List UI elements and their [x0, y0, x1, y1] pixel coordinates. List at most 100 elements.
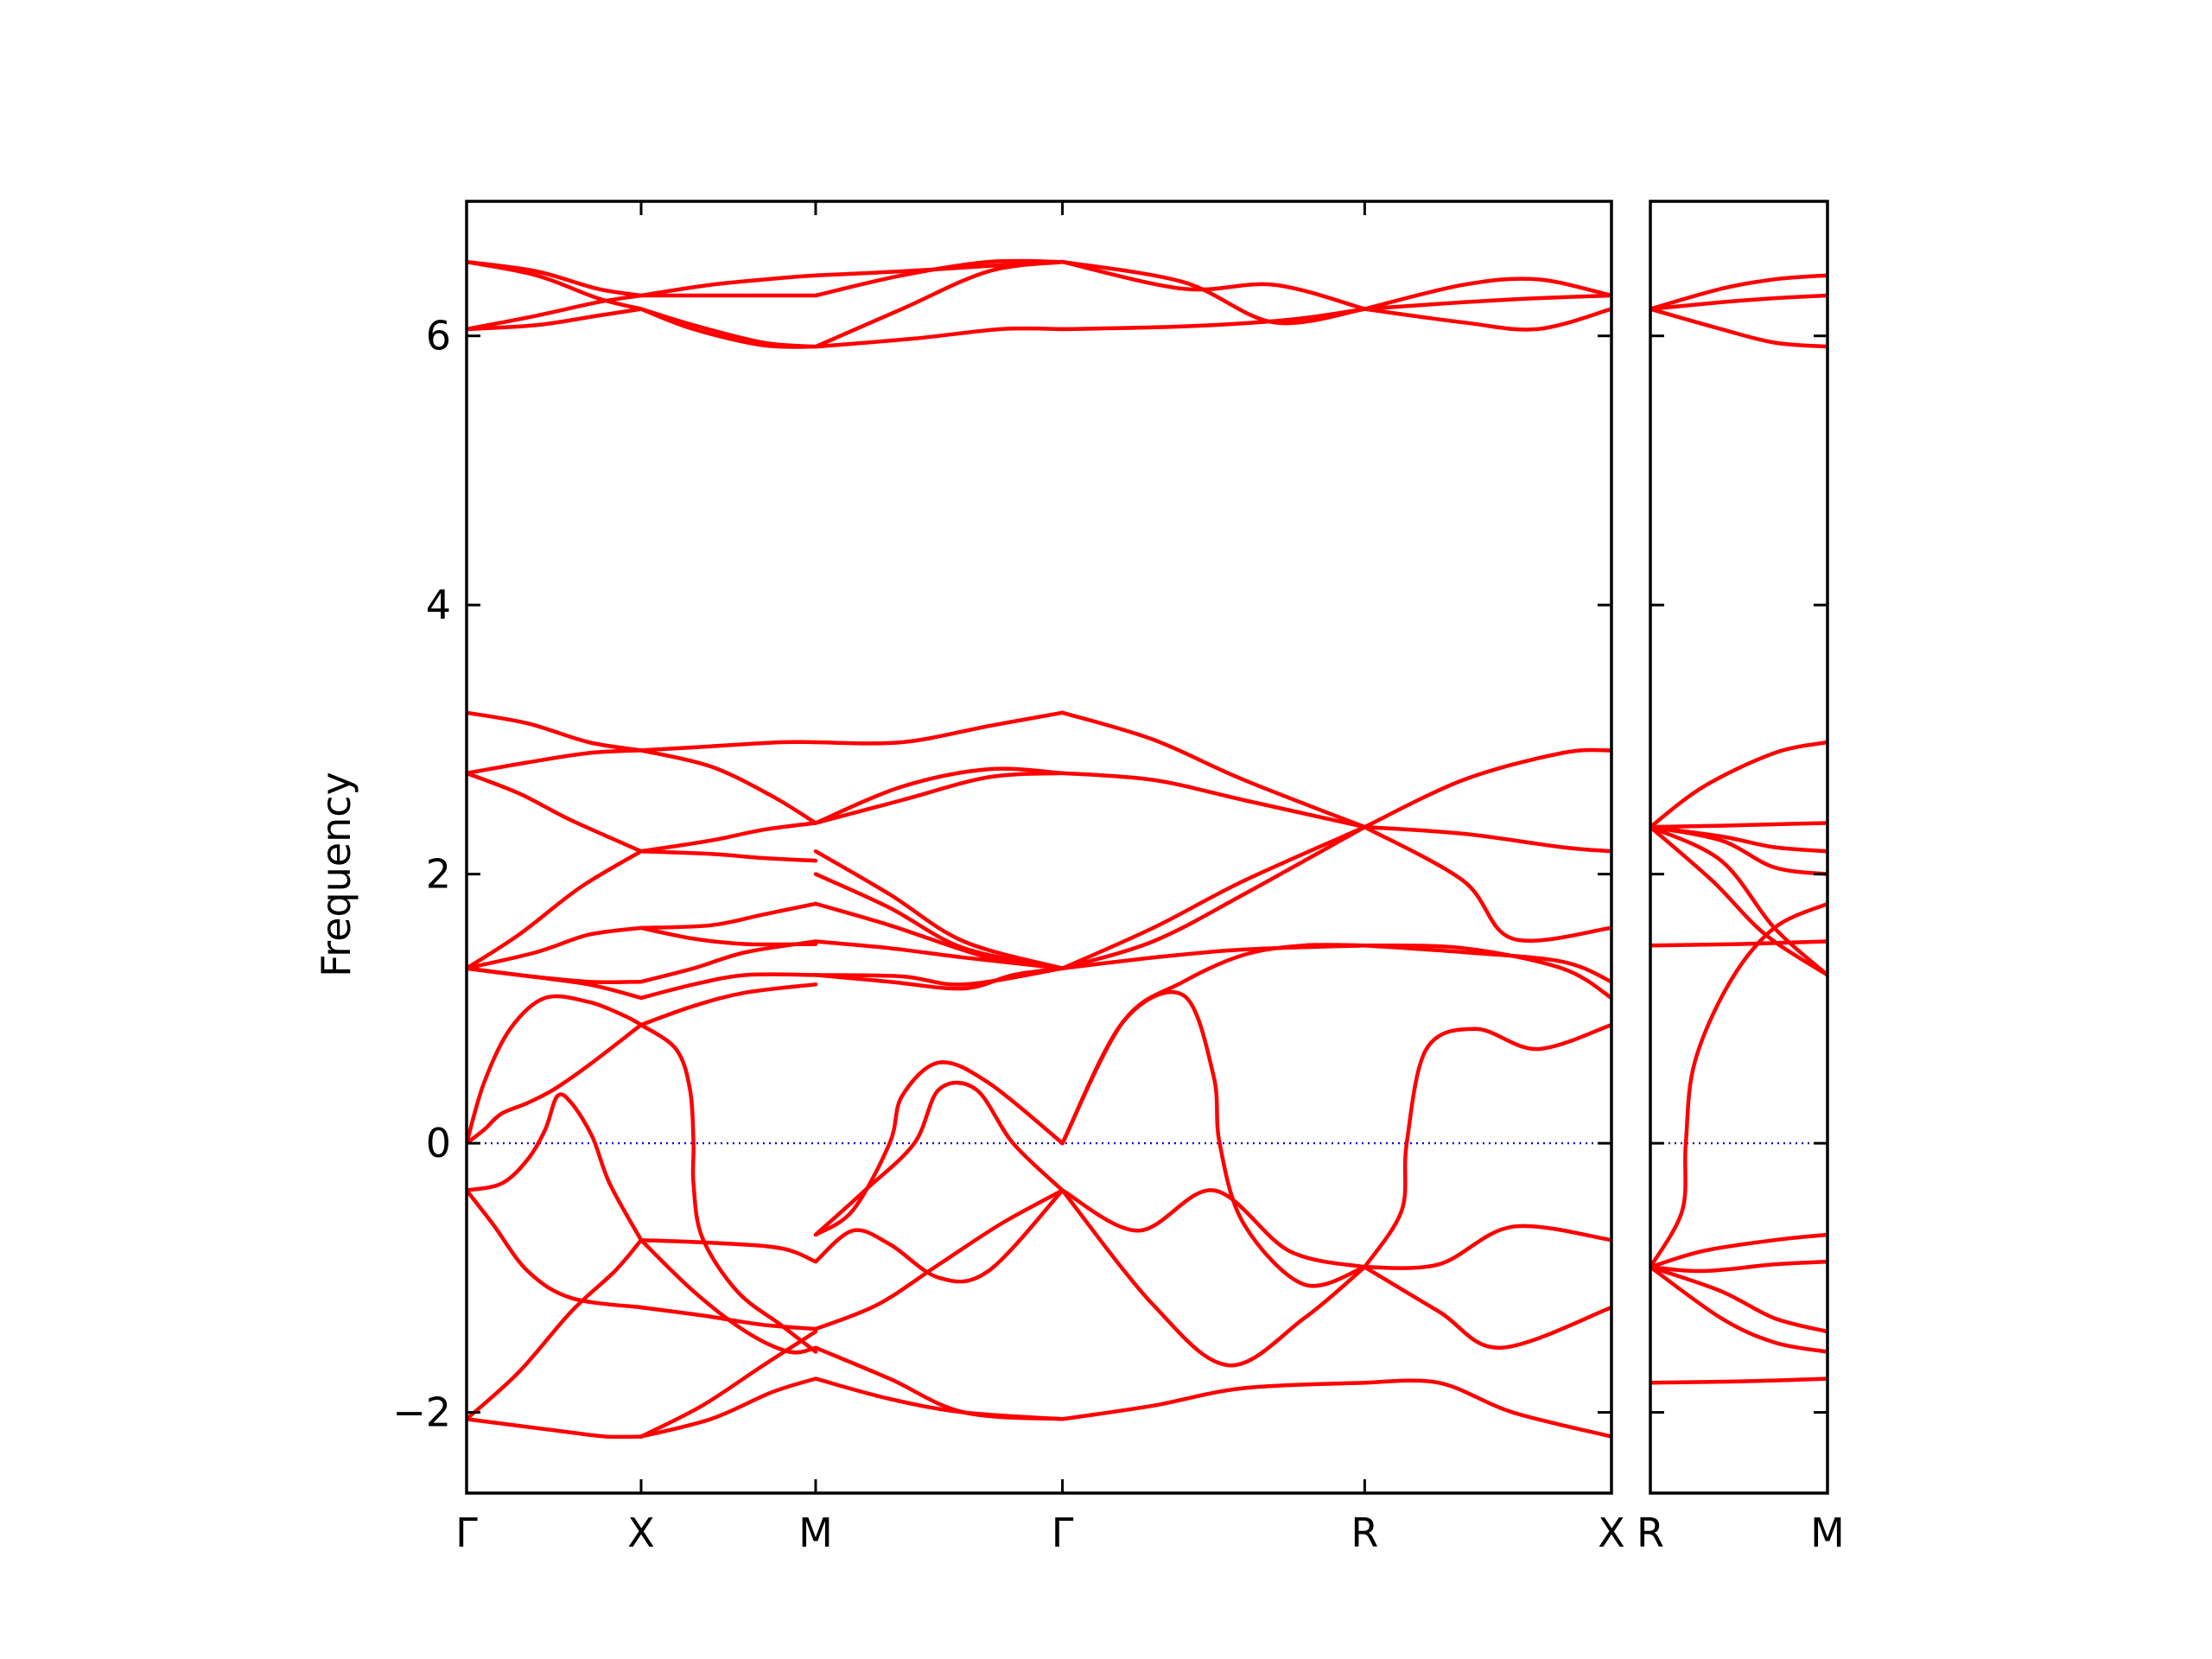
x-tick-label: X: [1598, 1510, 1625, 1556]
band-M-Γ-0: [813, 1376, 1065, 1421]
band-R-M-11: [1650, 821, 1827, 830]
band-X-M-6: [639, 982, 818, 1027]
x-tick-label: X: [627, 1510, 655, 1556]
band-Γ-X-10: [467, 771, 644, 854]
band-M-Γ-13: [813, 766, 1065, 825]
band-R-M-14: [1650, 293, 1827, 311]
band-R-X-2: [1363, 1224, 1611, 1270]
band-R-X-9: [1363, 307, 1611, 332]
x-tick-label: M: [1810, 1510, 1845, 1556]
y-tick-label: −2: [392, 1389, 451, 1436]
band-M-Γ-15: [813, 326, 1065, 349]
band-R-X-1: [1363, 1265, 1611, 1351]
bands-group: [467, 258, 1611, 1440]
band-M-Γ-4: [813, 1060, 1065, 1237]
y-tick-label: 2: [426, 851, 451, 898]
band-X-M-13: [639, 748, 818, 825]
band-R-X-0: [1363, 1378, 1611, 1439]
band-Γ-R-9: [1060, 710, 1367, 830]
band-Γ-X-16: [467, 259, 644, 311]
band-X-M-7: [639, 972, 818, 1001]
band-Γ-X-12: [467, 710, 644, 753]
y-tick-label: 4: [426, 582, 451, 628]
x-tick-label: R: [1637, 1510, 1664, 1556]
band-Γ-R-2: [1060, 1188, 1367, 1269]
band-R-M-12: [1650, 740, 1827, 830]
band-Γ-R-11: [1060, 259, 1367, 326]
band-X-M-3: [639, 1237, 818, 1264]
band-Γ-R-5: [1060, 943, 1367, 970]
band-R-X-6: [1363, 824, 1611, 854]
x-tick-label: M: [798, 1510, 833, 1556]
band-X-M-9: [639, 925, 818, 947]
band-Γ-R-3: [1060, 990, 1367, 1288]
band-R-M-7: [1650, 824, 1827, 977]
band-M-Γ-7: [813, 966, 1065, 987]
band-M-Γ-10: [813, 872, 1065, 970]
band-X-M-18: [639, 273, 818, 298]
band-Γ-X-9: [467, 849, 644, 970]
bands-group: [1650, 273, 1827, 1385]
band-R-X-3: [1363, 1022, 1611, 1269]
band-Γ-R-6: [1060, 824, 1367, 970]
band-M-Γ-3: [813, 1188, 1065, 1284]
main-panel: −2 0 2 4 6 Γ X M Γ R X: [392, 200, 1625, 1556]
band-R-M-8: [1650, 824, 1827, 977]
band-R-X-11: [1363, 276, 1611, 311]
band-X-M-0: [639, 1376, 818, 1439]
band-Γ-X-0: [467, 1417, 644, 1440]
band-R-M-13: [1650, 307, 1827, 349]
band-R-X-7: [1363, 824, 1611, 944]
band-M-Γ-2: [813, 1188, 1065, 1332]
band-R-X-10: [1363, 293, 1611, 311]
band-M-Γ-11: [813, 849, 1065, 970]
band-R-M-6: [1650, 939, 1827, 948]
band-R-M-3: [1650, 1259, 1827, 1274]
band-Γ-R-4: [1060, 943, 1367, 1146]
band-X-M-12: [639, 821, 818, 854]
band-R-X-5: [1363, 943, 1611, 984]
y-tick-label: 6: [426, 313, 451, 359]
band-Γ-X-7: [467, 966, 644, 985]
band-X-M-14: [639, 740, 818, 753]
band-R-X-8: [1363, 747, 1611, 830]
band-Γ-R-8: [1060, 771, 1367, 830]
band-R-M-2: [1650, 1265, 1827, 1334]
band-Γ-X-8: [467, 925, 644, 970]
band-R-M-15: [1650, 273, 1827, 311]
band-Γ-R-0: [1060, 1381, 1367, 1421]
band-Γ-R-12: [1060, 259, 1367, 311]
band-X-M-5: [639, 1022, 818, 1354]
x-tick-label: Γ: [1052, 1510, 1074, 1556]
band-Γ-X-11: [467, 748, 644, 776]
y-axis-label: Frequency: [313, 772, 359, 977]
band-Γ-X-1: [467, 1237, 644, 1421]
band-X-M-4: [639, 1237, 818, 1355]
band-M-Γ-5: [813, 1080, 1065, 1237]
band-M-Γ-1: [813, 1345, 1065, 1421]
y-tick-label: 0: [426, 1120, 451, 1166]
band-M-Γ-12: [813, 771, 1065, 825]
band-X-M-10: [639, 901, 818, 931]
band-Γ-X-13: [467, 307, 644, 332]
x-tick-label: Γ: [455, 1510, 478, 1556]
band-Γ-X-4: [467, 1022, 644, 1146]
axes-frame: [465, 200, 1613, 1495]
band-Γ-R-1: [1060, 1188, 1367, 1368]
band-M-Γ-6: [813, 966, 1065, 991]
band-Γ-R-7: [1060, 824, 1367, 970]
band-Γ-X-5: [467, 994, 644, 1146]
band-R-M-10: [1650, 824, 1827, 854]
axes-frame: [1649, 200, 1829, 1495]
band-X-M-11: [639, 849, 818, 863]
band-Γ-X-14: [467, 293, 644, 332]
band-Γ-X-3: [467, 1092, 644, 1243]
band-M-Γ-18: [813, 259, 1065, 277]
band-Γ-R-10: [1060, 307, 1367, 332]
x-tick-label: R: [1351, 1510, 1378, 1556]
band-R-M-1: [1650, 1265, 1827, 1354]
band-X-M-1: [639, 1329, 818, 1439]
band-Γ-X-2: [467, 1188, 644, 1310]
